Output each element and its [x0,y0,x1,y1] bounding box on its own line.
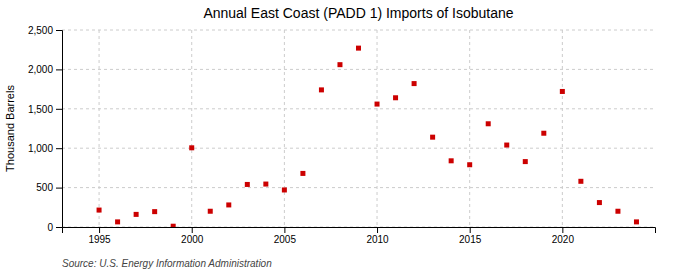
grid-line-y [62,30,655,31]
tick-label: 2020 [552,234,575,245]
grid-line-y [62,108,655,109]
tick-mark [56,148,62,149]
y-axis-title: Thousand Barrels [4,85,16,172]
tick: 2005 [274,227,297,245]
tick: 1,500 [28,104,62,115]
tick-label: 500 [36,182,53,193]
grid-line-y [62,187,655,188]
tick-mark [56,227,62,228]
point [449,158,454,163]
point [97,208,102,213]
tick: 500 [36,182,62,193]
tick-mark [56,109,62,110]
tick-label: 0 [47,222,53,233]
tick-mark [562,227,563,233]
tick-mark [284,227,285,233]
point [115,219,120,224]
tick-mark [377,227,378,233]
point [134,212,139,217]
grid-line-x [191,30,192,227]
tick-label: 2010 [366,234,389,245]
grid-line-x [562,30,563,227]
point [615,209,620,214]
point [430,135,435,140]
chart: 1995 2000 2005 2010 2015 2020 0 500 1,000 1,500 2,… [0,0,675,275]
tick: 2,000 [28,64,62,75]
tick-label: 1,000 [28,143,53,154]
tick: 2020 [552,227,575,245]
points [97,46,639,227]
tick: 2000 [181,227,204,245]
point [337,62,342,67]
point [523,159,528,164]
point [393,95,398,100]
tick-label: 1,500 [28,104,53,115]
grid [62,30,655,227]
tick-mark [192,227,193,233]
tick-label: 2,000 [28,64,53,75]
annotation: Source: U.S. Energy Information Administ… [62,258,272,269]
grid-line-y [62,69,655,70]
tick-mark [56,69,62,70]
point [245,182,250,187]
x-axis: 1995 2000 2005 2010 2015 2020 [63,227,656,245]
point [189,145,194,150]
point [412,81,417,86]
point [375,102,380,107]
point [356,46,361,51]
tick-label: 2015 [459,234,482,245]
point [152,209,157,214]
axis-line [63,228,656,234]
tick-label: 1995 [88,234,111,245]
plot-area: 1995 2000 2005 2010 2015 2020 0 500 1,000 1,500 2,… [28,25,656,245]
axis-line [56,31,63,228]
point [541,131,546,136]
tick-mark [56,30,62,31]
point [467,162,472,167]
tick: 1995 [88,227,111,245]
grid-line-x [469,30,470,227]
tick-mark [99,227,100,233]
tick-label: 2005 [274,234,297,245]
y-axis: 0 500 1,000 1,500 2,000 2,500 [28,25,63,233]
point [578,179,583,184]
grid-line-y [62,148,655,149]
tick: 0 [47,222,62,233]
tick: 2015 [459,227,482,245]
point [597,200,602,205]
point [171,224,176,227]
point [300,171,305,176]
tick: 2,500 [28,25,62,36]
tick: 1,000 [28,143,62,154]
point [560,89,565,94]
point [504,143,509,148]
tick-label: 2,500 [28,25,53,36]
point [263,182,268,187]
grid-line-x [377,30,378,227]
grid-line-x [99,30,100,227]
point [208,209,213,214]
tick: 2010 [366,227,389,245]
point [226,202,231,207]
tick-mark [56,188,62,189]
grid-line-x [284,30,285,227]
title: Annual East Coast (PADD 1) Imports of Is… [203,5,513,21]
point [634,219,639,224]
tick-mark [470,227,471,233]
point [282,187,287,192]
tick-label: 2000 [181,234,204,245]
point [486,121,491,126]
point [319,87,324,92]
